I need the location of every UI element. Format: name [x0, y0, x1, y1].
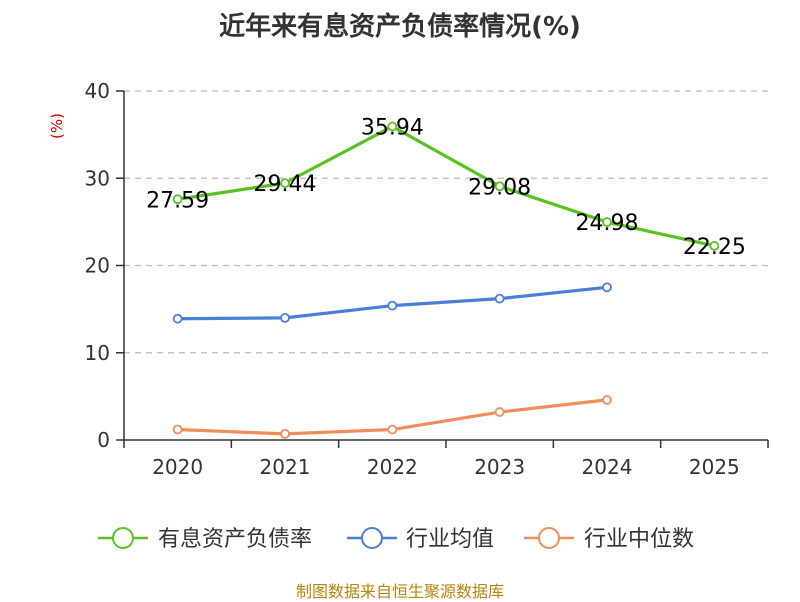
data-point	[602, 282, 612, 293]
data-point	[280, 178, 290, 189]
data-label: 29.08	[468, 175, 531, 200]
y-tick-label: 0	[97, 428, 110, 452]
legend-item-1: 行业均值	[347, 527, 494, 552]
data-point	[172, 313, 183, 324]
legend-item-2: 行业中位数	[524, 527, 694, 552]
legend-marker	[112, 527, 134, 549]
legend-label: 行业均值	[406, 527, 494, 552]
y-tick-label: 10	[85, 341, 110, 365]
data-point	[172, 424, 183, 435]
data-label: 27.59	[146, 188, 209, 213]
data-point	[494, 181, 505, 192]
data-point	[280, 428, 290, 439]
data-label: 35.94	[361, 115, 424, 140]
axes: 0 10 20 30 40 2020 2021 2022 2023 2024 2025 (%)	[48, 79, 769, 479]
x-tick-label: 2021	[260, 455, 311, 479]
data-point	[709, 240, 720, 251]
data-label: 29.44	[254, 172, 317, 197]
data-point	[172, 194, 183, 205]
data-point	[494, 407, 505, 417]
legend-item-0: 有息资产负债率	[98, 527, 312, 552]
legend: 有息资产负债率 行业均值 行业中位数	[98, 527, 694, 552]
data-point	[602, 217, 612, 227]
y-tick-label: 40	[85, 79, 110, 103]
data-labels: 27.59 29.44 35.94 29.08 24.98 22.25	[146, 115, 746, 259]
y-tick-label: 20	[85, 254, 110, 278]
data-label: 22.25	[683, 235, 746, 260]
data-point	[494, 293, 505, 304]
x-tick-label: 2024	[582, 455, 633, 479]
x-tick-label: 2022	[367, 455, 418, 479]
data-point	[280, 312, 290, 323]
legend-label: 有息资产负债率	[158, 527, 312, 552]
data-point	[387, 121, 398, 132]
series-lines	[172, 121, 720, 439]
data-point	[387, 424, 398, 435]
legend-marker	[361, 527, 383, 549]
y-tick-label: 30	[85, 166, 110, 190]
grid-lines	[124, 90, 768, 354]
legend-label: 行业中位数	[584, 527, 694, 552]
x-tick-label: 2020	[152, 455, 203, 479]
y-unit-label: (%)	[48, 113, 66, 139]
source-note: 制图数据来自恒生聚源数据库	[295, 582, 504, 601]
x-tick-label: 2025	[689, 455, 740, 479]
data-point	[387, 300, 398, 311]
legend-marker	[538, 527, 560, 549]
data-label: 24.98	[576, 211, 639, 236]
series-line-0	[177, 124, 715, 248]
x-tick-label: 2023	[474, 455, 525, 479]
data-point	[602, 394, 612, 405]
chart-title: 近年来有息资产负债率情况(%)	[219, 12, 581, 42]
